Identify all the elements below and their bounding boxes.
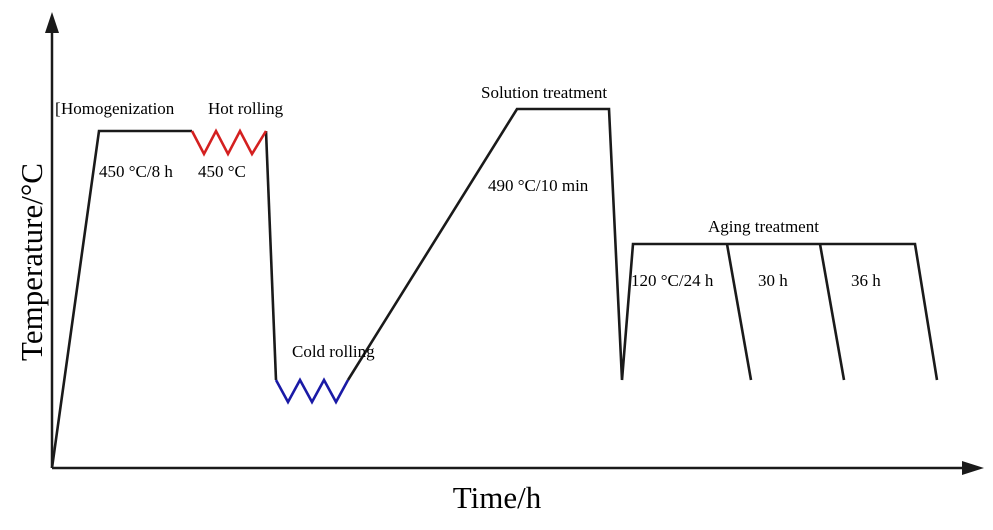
y-axis-title: Temperature/°C [14, 163, 49, 361]
aging-condition-1: 120 °C/24 h [631, 271, 714, 290]
profile-aging-quench-1 [725, 243, 753, 381]
solution-treatment-condition: 490 °C/10 min [488, 176, 589, 195]
profile-aging-quench-2 [818, 243, 846, 381]
y-axis-arrow-icon [45, 12, 59, 33]
solution-treatment-label: Solution treatment [481, 83, 607, 102]
homogenization-label: Homogenization [61, 99, 175, 118]
cold-rolling-label: Cold rolling [292, 342, 375, 361]
homogenization-condition: 450 °C/8 h [99, 162, 173, 181]
x-axis-title: Time/h [453, 480, 542, 515]
aging-condition-2: 30 h [758, 271, 788, 290]
x-axis-arrow-icon [962, 461, 984, 475]
homogenization-bracket: [ [55, 99, 61, 118]
hot-rolling-zigzag [190, 128, 268, 157]
profile-hot-to-cold-drop [264, 130, 278, 381]
profile-solution-ramp [346, 107, 939, 381]
profile-homogenization [50, 129, 192, 469]
aging-treatment-label: Aging treatment [708, 217, 819, 236]
aging-condition-3: 36 h [851, 271, 881, 290]
hot-rolling-label: Hot rolling [208, 99, 284, 118]
cold-rolling-zigzag [274, 377, 350, 405]
hot-rolling-condition: 450 °C [198, 162, 246, 181]
